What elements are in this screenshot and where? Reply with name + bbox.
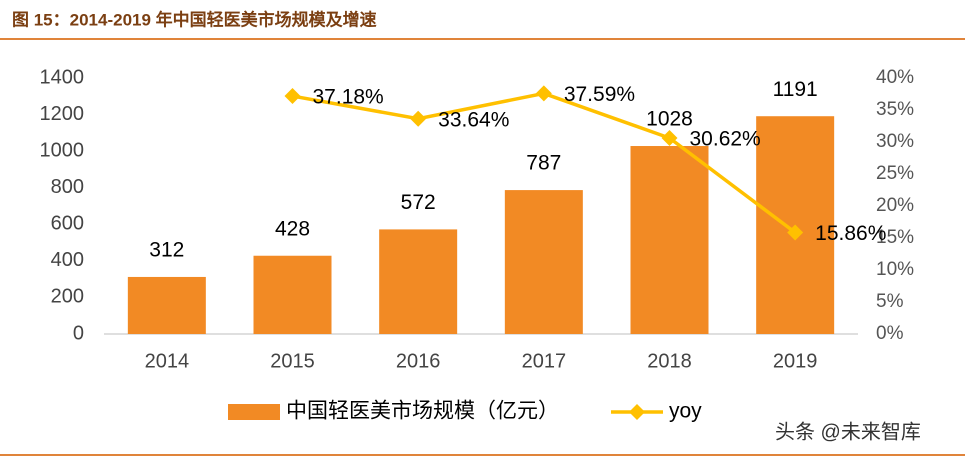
line-value-label: 15.86% [815, 222, 886, 245]
bar-value-label: 1028 [646, 108, 693, 131]
line-marker [284, 88, 301, 105]
y2-tick-label: 35% [876, 99, 914, 120]
legend-label: yoy [669, 400, 702, 423]
line-value-label: 30.62% [690, 128, 761, 151]
bar-value-label: 428 [275, 217, 310, 240]
y-tick-label: 0 [73, 322, 84, 344]
line-marker [661, 130, 678, 147]
y-tick-label: 600 [51, 213, 84, 235]
y2-tick-label: 0% [876, 323, 904, 344]
y-tick-label: 800 [51, 176, 84, 198]
watermark: 头条 @未来智库 [775, 420, 921, 443]
y2-tick-label: 20% [876, 195, 914, 216]
y2-tick-label: 15% [876, 227, 914, 248]
x-tick-label: 2019 [773, 350, 818, 372]
bar [630, 146, 709, 334]
y-tick-label: 200 [51, 286, 84, 308]
bar [127, 276, 206, 334]
y-tick-label: 1000 [40, 139, 85, 161]
y2-tick-label: 40% [876, 67, 914, 88]
line-marker [410, 110, 427, 127]
bar-value-label: 787 [526, 152, 561, 175]
line-value-label: 33.64% [438, 108, 509, 131]
x-tick-label: 2016 [396, 350, 441, 372]
bar [253, 255, 332, 334]
bar [379, 229, 458, 334]
bar-value-label: 1191 [773, 78, 818, 101]
x-tick-label: 2015 [270, 350, 315, 372]
y2-tick-label: 25% [876, 163, 914, 184]
bar-value-label: 572 [401, 191, 436, 214]
legend-swatch [228, 404, 280, 420]
x-tick-label: 2014 [145, 350, 190, 372]
legend-marker [629, 404, 645, 420]
y2-tick-label: 10% [876, 259, 914, 280]
y2-tick-label: 30% [876, 131, 914, 152]
legend-label: 中国轻医美市场规模（亿元） [286, 400, 559, 423]
y-tick-label: 400 [51, 249, 84, 271]
line-marker [787, 224, 804, 241]
line-value-label: 37.59% [564, 83, 635, 106]
x-tick-label: 2018 [647, 350, 692, 372]
chart-title: 图 15：2014-2019 年中国轻医美市场规模及增速 [12, 9, 377, 29]
y-tick-label: 1400 [40, 66, 85, 88]
line-marker [535, 85, 552, 102]
bar [504, 190, 583, 334]
y2-tick-label: 5% [876, 291, 904, 312]
line-value-label: 37.18% [313, 86, 384, 109]
x-tick-label: 2017 [522, 350, 567, 372]
y-tick-label: 1200 [40, 103, 85, 125]
bar-value-label: 312 [149, 238, 184, 261]
